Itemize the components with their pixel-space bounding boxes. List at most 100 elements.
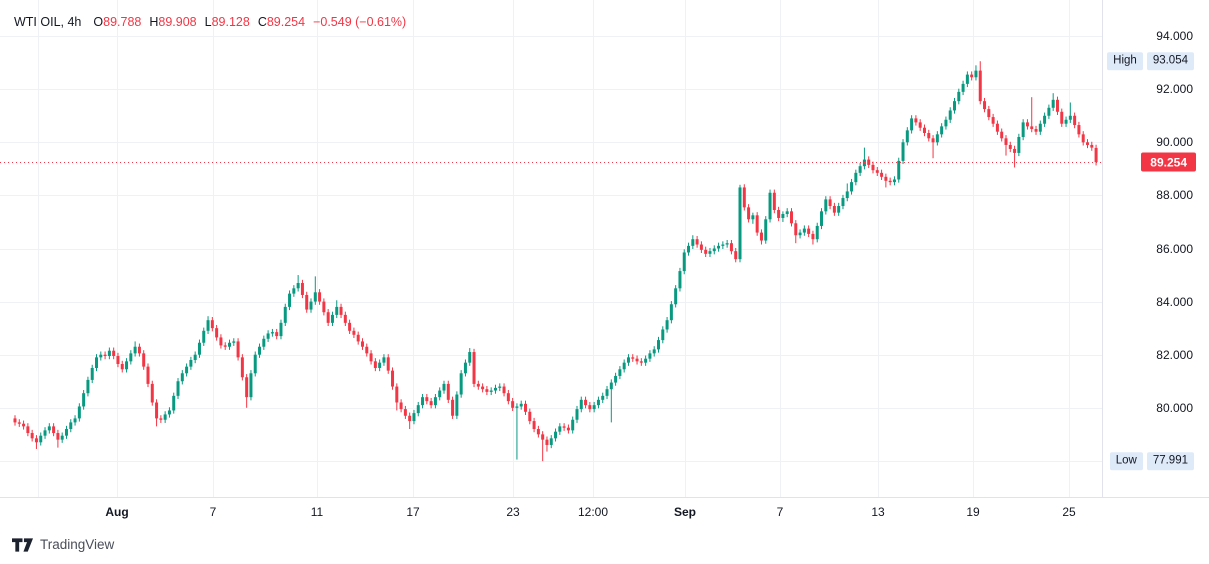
candle [481, 383, 485, 393]
candle [73, 415, 77, 426]
candle [356, 331, 360, 345]
candle [34, 435, 38, 449]
candle [253, 351, 257, 377]
candle [275, 328, 279, 340]
candle [365, 343, 369, 357]
candle [515, 403, 519, 460]
candle [983, 97, 987, 113]
candle [240, 354, 244, 381]
price-axis[interactable]: 94.000 92.000 90.000 88.000 86.000 84.000 82.0… [1102, 0, 1209, 497]
price-axis-label: 90.000 [1156, 135, 1193, 150]
candle [416, 401, 420, 417]
symbol-legend[interactable]: WTI OIL, 4h O89.788 H89.908 L89.128 C89.… [14, 15, 406, 29]
candle [897, 157, 901, 183]
candle [421, 393, 425, 409]
candle [704, 246, 708, 257]
candle [880, 169, 884, 181]
candle [228, 339, 231, 350]
candle [180, 370, 184, 385]
candle [678, 267, 682, 292]
candle [820, 208, 824, 230]
candle [601, 392, 605, 404]
candle [588, 401, 592, 413]
candle [318, 289, 322, 305]
price-axis-label: 88.000 [1156, 188, 1193, 203]
candle [292, 285, 296, 297]
candle [296, 275, 300, 292]
candle [215, 324, 219, 341]
time-axis[interactable]: Aug 7 11 17 23 12:00 Sep 7 13 19 25 [0, 497, 1209, 528]
candle [129, 350, 133, 365]
candle [622, 359, 626, 373]
candle [112, 347, 116, 360]
candle [935, 131, 939, 146]
candle [463, 359, 467, 377]
candle [974, 65, 978, 81]
candle [1034, 125, 1038, 135]
candle [300, 279, 304, 299]
candle [785, 208, 789, 218]
candle [592, 401, 596, 413]
price-axis-label: 84.000 [1156, 294, 1193, 309]
candle [725, 240, 729, 248]
candle [545, 436, 549, 452]
candle [506, 390, 510, 405]
tradingview-logo-icon [12, 537, 33, 552]
candle [305, 291, 309, 313]
symbol-name[interactable]: WTI OIL, 4h [14, 15, 82, 29]
candle [155, 399, 159, 427]
candle [1038, 120, 1042, 135]
candle [86, 376, 90, 397]
candle [764, 216, 768, 244]
candle [236, 338, 240, 361]
candle [288, 290, 292, 311]
candlestick-chart[interactable] [0, 0, 1102, 497]
candle [699, 241, 703, 254]
candle [802, 225, 806, 236]
candle [335, 300, 339, 319]
time-axis-label: Aug [105, 505, 129, 519]
candle [953, 97, 957, 114]
candle [991, 113, 995, 127]
candle [875, 166, 879, 177]
candle [768, 189, 772, 223]
high-badge-label: High [1107, 52, 1143, 70]
candle [266, 330, 270, 342]
candle [1013, 145, 1017, 168]
candle [811, 230, 815, 245]
candle [1068, 102, 1072, 123]
legend-close: C89.254 [257, 15, 306, 29]
candle [1073, 112, 1077, 129]
candle [905, 127, 909, 146]
candle [755, 212, 759, 236]
candle [172, 392, 176, 414]
candle [558, 423, 562, 435]
candle [995, 120, 999, 135]
candle [665, 316, 669, 333]
price-axis-label: 82.000 [1156, 347, 1193, 362]
candle [759, 229, 763, 245]
candle [455, 391, 459, 419]
candle [931, 135, 935, 159]
candle [691, 235, 695, 250]
candle [751, 212, 755, 224]
candle [631, 354, 635, 362]
candle [734, 247, 738, 263]
candle [472, 348, 476, 388]
legend-high: H89.908 [149, 15, 197, 29]
candle [107, 347, 111, 360]
candle [103, 351, 107, 360]
tradingview-logo[interactable]: TradingView [12, 537, 114, 552]
candle [729, 240, 733, 255]
candle [541, 431, 545, 462]
time-axis-label: 12:00 [577, 505, 609, 519]
candle [245, 374, 249, 408]
candle [210, 316, 214, 332]
candle [159, 415, 163, 423]
candle [884, 173, 888, 188]
price-axis-label: 86.000 [1156, 241, 1193, 256]
candle [575, 405, 579, 423]
legend-low: L89.128 [204, 15, 250, 29]
candle [772, 189, 776, 214]
candle [511, 397, 515, 411]
